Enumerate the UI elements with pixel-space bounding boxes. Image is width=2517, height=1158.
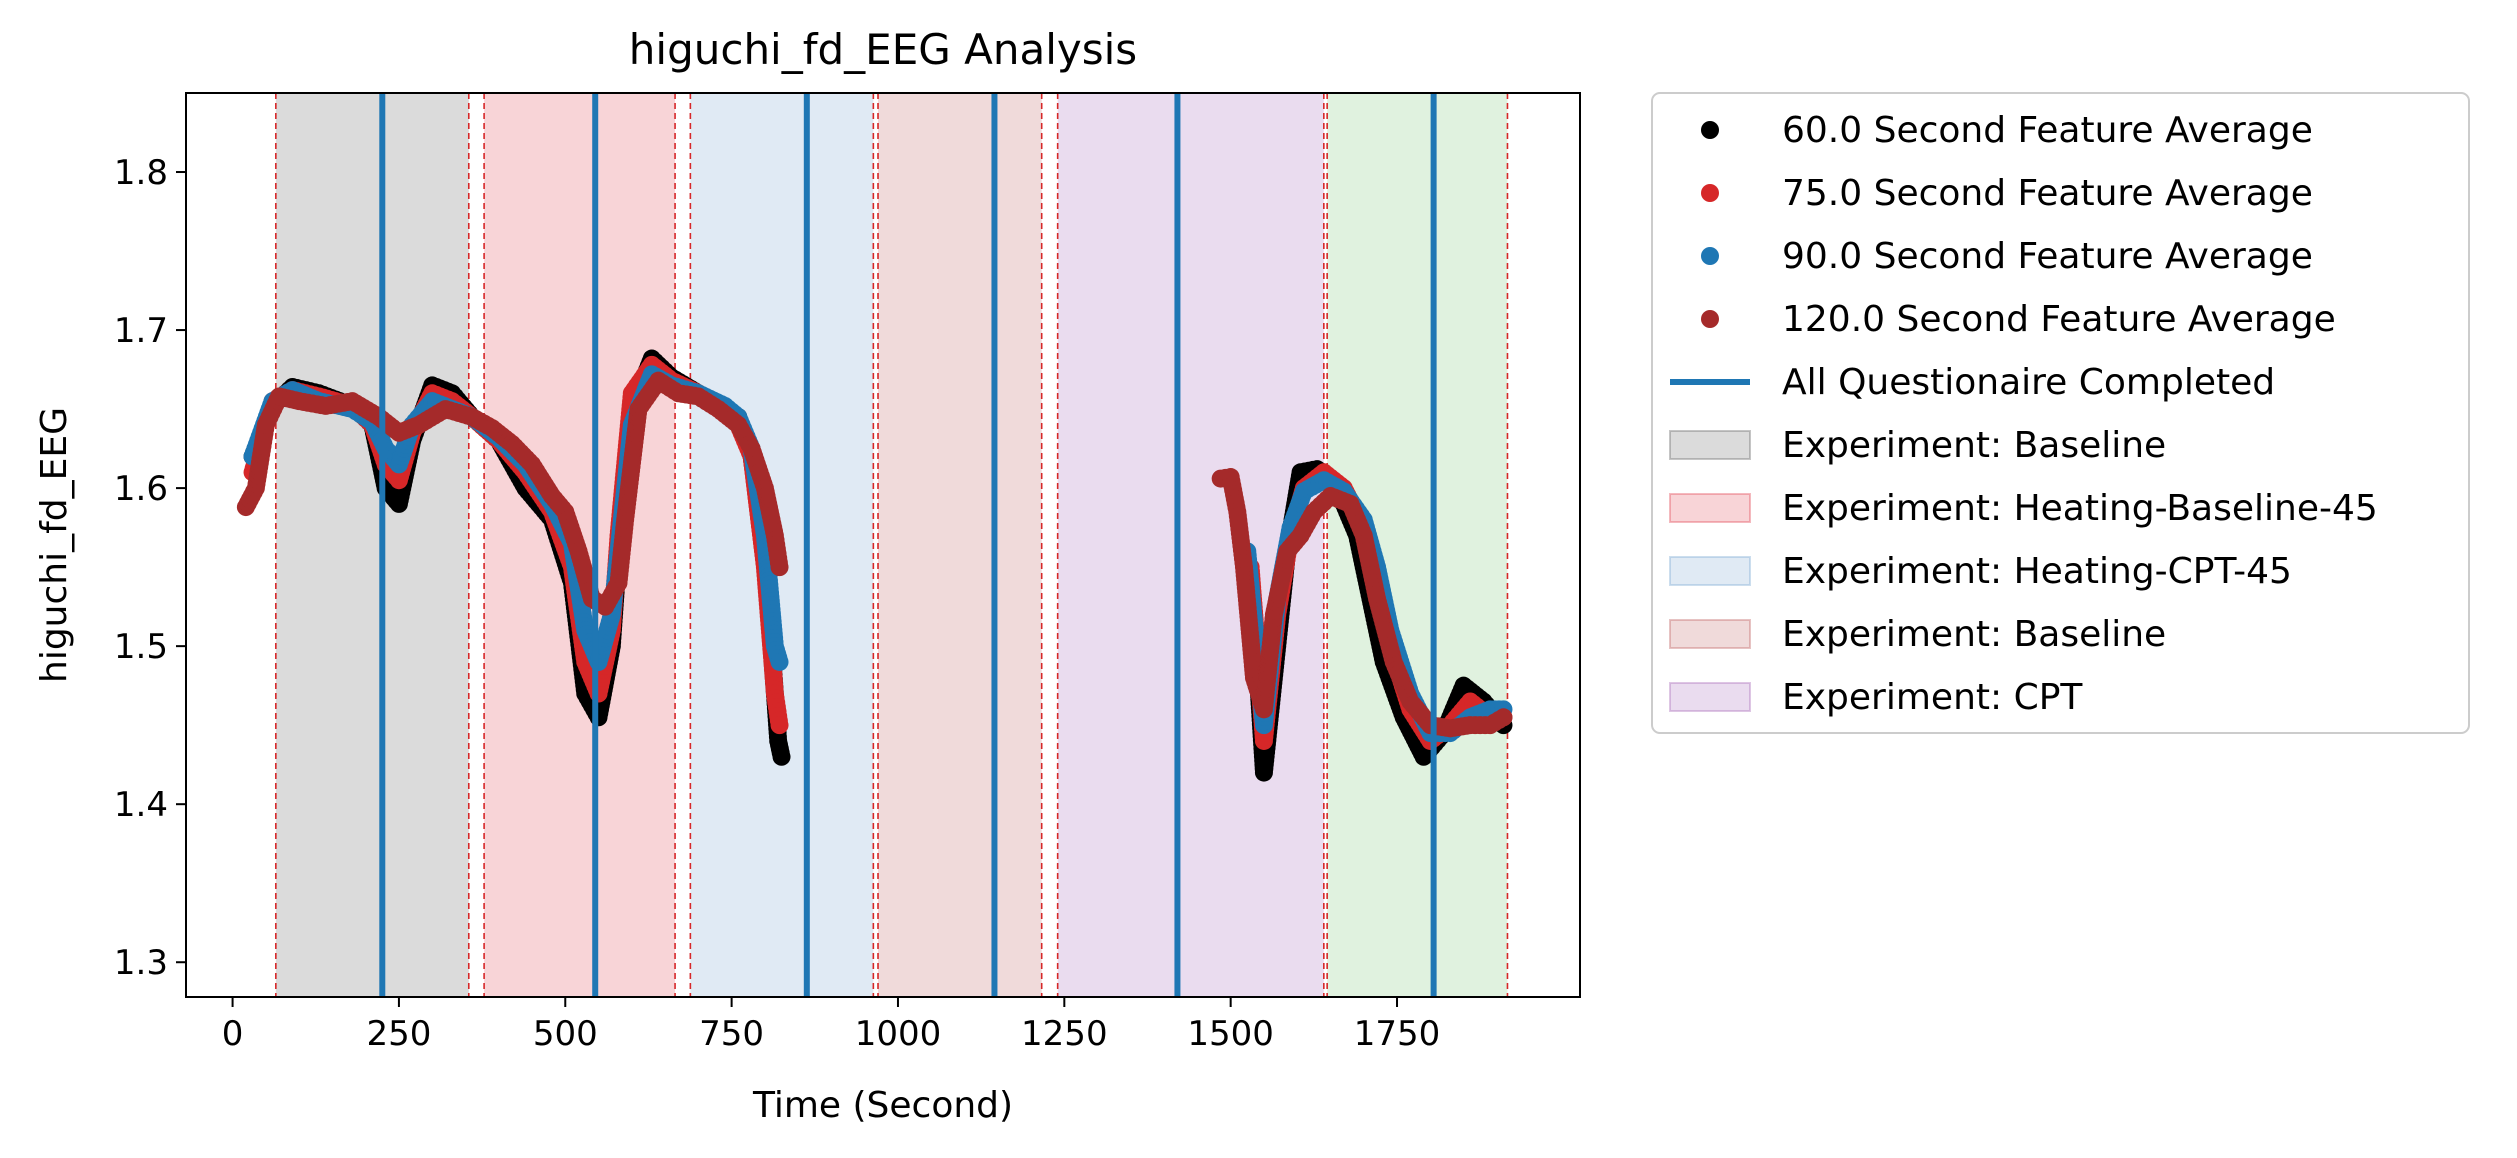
data-point bbox=[770, 558, 789, 577]
y-tick-label: 1.4 bbox=[114, 785, 168, 825]
legend-label: Experiment: Heating-Baseline-45 bbox=[1782, 488, 2378, 529]
x-tick-label: 0 bbox=[222, 1014, 244, 1054]
series-4 bbox=[236, 371, 1513, 738]
y-tick-label: 1.6 bbox=[114, 469, 168, 509]
legend-label: 75.0 Second Feature Average bbox=[1782, 173, 2313, 214]
y-tick-label: 1.3 bbox=[114, 943, 168, 983]
data-point bbox=[770, 652, 789, 671]
legend-label: Experiment: Baseline bbox=[1782, 614, 2166, 655]
legend-marker bbox=[1701, 310, 1719, 328]
questionnaire-lines bbox=[379, 93, 1437, 997]
x-axis-label: Time (Second) bbox=[752, 1085, 1013, 1126]
legend-patch bbox=[1669, 556, 1751, 586]
phase-band-1 bbox=[275, 93, 469, 997]
legend-item: Experiment: Baseline bbox=[1669, 425, 2166, 466]
legend-label: Experiment: CPT bbox=[1782, 677, 2083, 718]
x-tick-label: 1750 bbox=[1354, 1014, 1441, 1054]
legend-item: Experiment: CPT bbox=[1669, 677, 2083, 718]
y-tick-label: 1.8 bbox=[114, 153, 168, 193]
legend-item: 90.0 Second Feature Average bbox=[1701, 236, 2313, 277]
chart-title: higuchi_fd_EEG Analysis bbox=[629, 25, 1137, 74]
legend-label: Experiment: Heating-CPT-45 bbox=[1782, 551, 2292, 592]
data-point bbox=[770, 716, 789, 735]
legend-patch bbox=[1669, 430, 1751, 460]
legend-marker bbox=[1701, 247, 1719, 265]
phase-bands bbox=[275, 93, 1508, 997]
legend-label: Experiment: Baseline bbox=[1782, 425, 2166, 466]
legend: 60.0 Second Feature Average 75.0 Second F… bbox=[1651, 92, 2470, 734]
legend-frame bbox=[1651, 92, 2470, 734]
y-tick-label: 1.7 bbox=[114, 311, 168, 351]
x-tick-label: 250 bbox=[366, 1014, 431, 1054]
legend-item: 75.0 Second Feature Average bbox=[1701, 173, 2313, 214]
legend-item: Experiment: Heating-CPT-45 bbox=[1669, 551, 2292, 592]
legend-label: 120.0 Second Feature Average bbox=[1782, 299, 2336, 340]
x-tick-label: 1250 bbox=[1021, 1014, 1108, 1054]
legend-label: 60.0 Second Feature Average bbox=[1782, 110, 2313, 151]
legend-label: All Questionaire Completed bbox=[1782, 362, 2275, 403]
x-axis-ticks: 0 250 500 750 1000 1250 1500 1750 bbox=[222, 997, 1441, 1054]
legend-patch bbox=[1669, 619, 1751, 649]
data-point bbox=[1494, 708, 1513, 727]
legend-item: 60.0 Second Feature Average bbox=[1701, 110, 2313, 151]
legend-patch bbox=[1669, 682, 1751, 712]
plot-frame bbox=[185, 92, 1581, 998]
x-tick-label: 500 bbox=[533, 1014, 598, 1054]
phase-band-4 bbox=[878, 93, 1042, 997]
legend-item: All Questionaire Completed bbox=[1670, 362, 2275, 403]
x-tick-label: 1500 bbox=[1187, 1014, 1274, 1054]
legend-item: 120.0 Second Feature Average bbox=[1701, 299, 2336, 340]
legend-marker bbox=[1701, 121, 1719, 139]
legend-item: Experiment: Heating-Baseline-45 bbox=[1669, 488, 2378, 529]
legend-patch bbox=[1669, 493, 1751, 523]
legend-entries: 60.0 Second Feature Average 75.0 Second F… bbox=[1669, 110, 2378, 718]
y-axis-label: higuchi_fd_EEG bbox=[34, 407, 75, 683]
legend-item: Experiment: Baseline bbox=[1669, 614, 2166, 655]
legend-label: 90.0 Second Feature Average bbox=[1782, 236, 2313, 277]
x-tick-label: 1000 bbox=[855, 1014, 942, 1054]
data-series bbox=[236, 349, 1513, 782]
y-axis-ticks: 1.3 1.4 1.5 1.6 1.7 1.8 bbox=[114, 153, 186, 983]
data-point bbox=[772, 747, 791, 766]
legend-marker bbox=[1701, 184, 1719, 202]
phase-boundary-lines bbox=[275, 93, 1509, 997]
y-tick-label: 1.5 bbox=[114, 627, 168, 667]
x-tick-label: 750 bbox=[699, 1014, 764, 1054]
